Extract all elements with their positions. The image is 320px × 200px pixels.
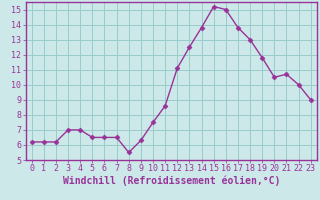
X-axis label: Windchill (Refroidissement éolien,°C): Windchill (Refroidissement éolien,°C) — [62, 176, 280, 186]
